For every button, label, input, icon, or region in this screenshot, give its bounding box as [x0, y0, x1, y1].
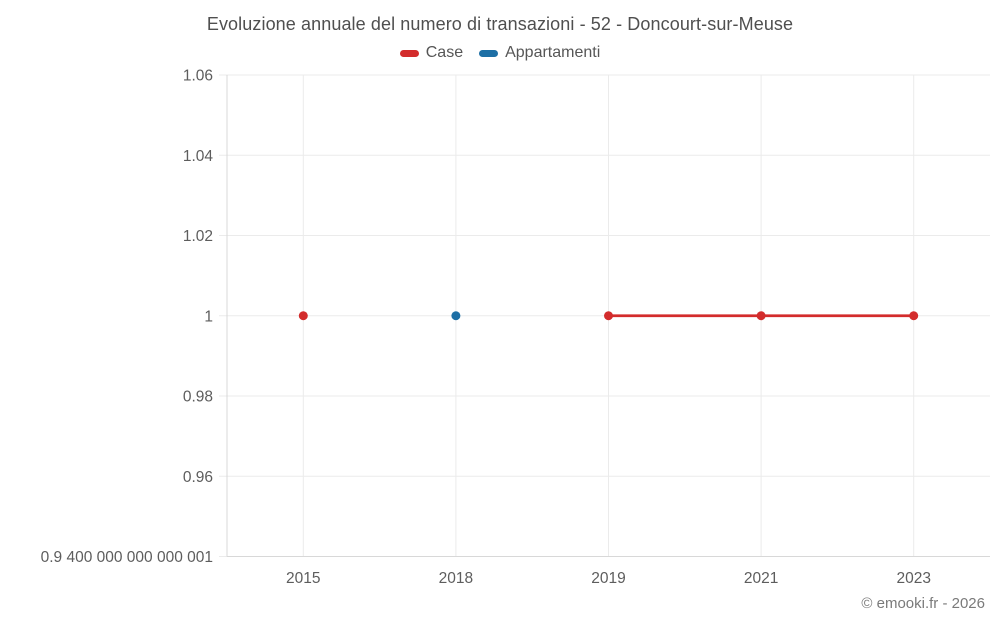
legend-item-appartamenti[interactable]: Appartamenti [479, 44, 600, 62]
data-point-case-2023[interactable] [909, 311, 919, 321]
y-axis-tick-label: 0.96 [183, 469, 213, 486]
legend-label: Appartamenti [505, 44, 601, 61]
y-axis-tick-label: 1 [204, 308, 213, 325]
y-axis-tick-label: 1.02 [183, 228, 213, 245]
legend-item-case[interactable]: Case [399, 44, 464, 62]
chart-legend: Case Appartamenti [0, 44, 1000, 62]
x-axis-tick-label: 2023 [896, 570, 930, 587]
y-axis-tick-label: 0.9 400 000 000 000 001 [41, 549, 213, 566]
data-point-case-2019[interactable] [604, 311, 613, 321]
y-axis-tick-label: 1.04 [183, 148, 214, 165]
x-axis-tick-label: 2021 [744, 570, 778, 587]
data-point-appartamenti-2018[interactable] [451, 311, 461, 321]
data-point-case-2021[interactable] [756, 311, 766, 321]
legend-swatch-case [399, 49, 419, 57]
y-axis-tick-label: 1.06 [183, 68, 213, 85]
y-axis-tick-label: 0.98 [183, 389, 213, 406]
x-axis-tick-label: 2019 [591, 570, 625, 587]
legend-swatch-appartamenti [479, 49, 499, 57]
x-axis-tick-label: 2015 [286, 570, 320, 587]
x-axis-tick-label: 2018 [439, 570, 473, 587]
data-point-case-2015[interactable] [298, 311, 308, 321]
chart-title: Evoluzione annuale del numero di transaz… [206, 14, 794, 34]
copyright-credit: © emooki.fr - 2026 [861, 595, 985, 612]
legend-label: Case [425, 44, 464, 61]
